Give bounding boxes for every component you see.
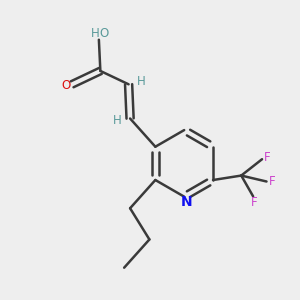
Text: H: H [113,114,122,128]
Text: F: F [251,196,258,209]
Text: O: O [61,79,71,92]
Text: H: H [137,75,146,88]
Text: F: F [264,151,271,164]
Text: F: F [268,175,275,188]
Text: O: O [100,27,109,40]
Text: H: H [91,27,100,40]
Text: N: N [181,195,192,209]
